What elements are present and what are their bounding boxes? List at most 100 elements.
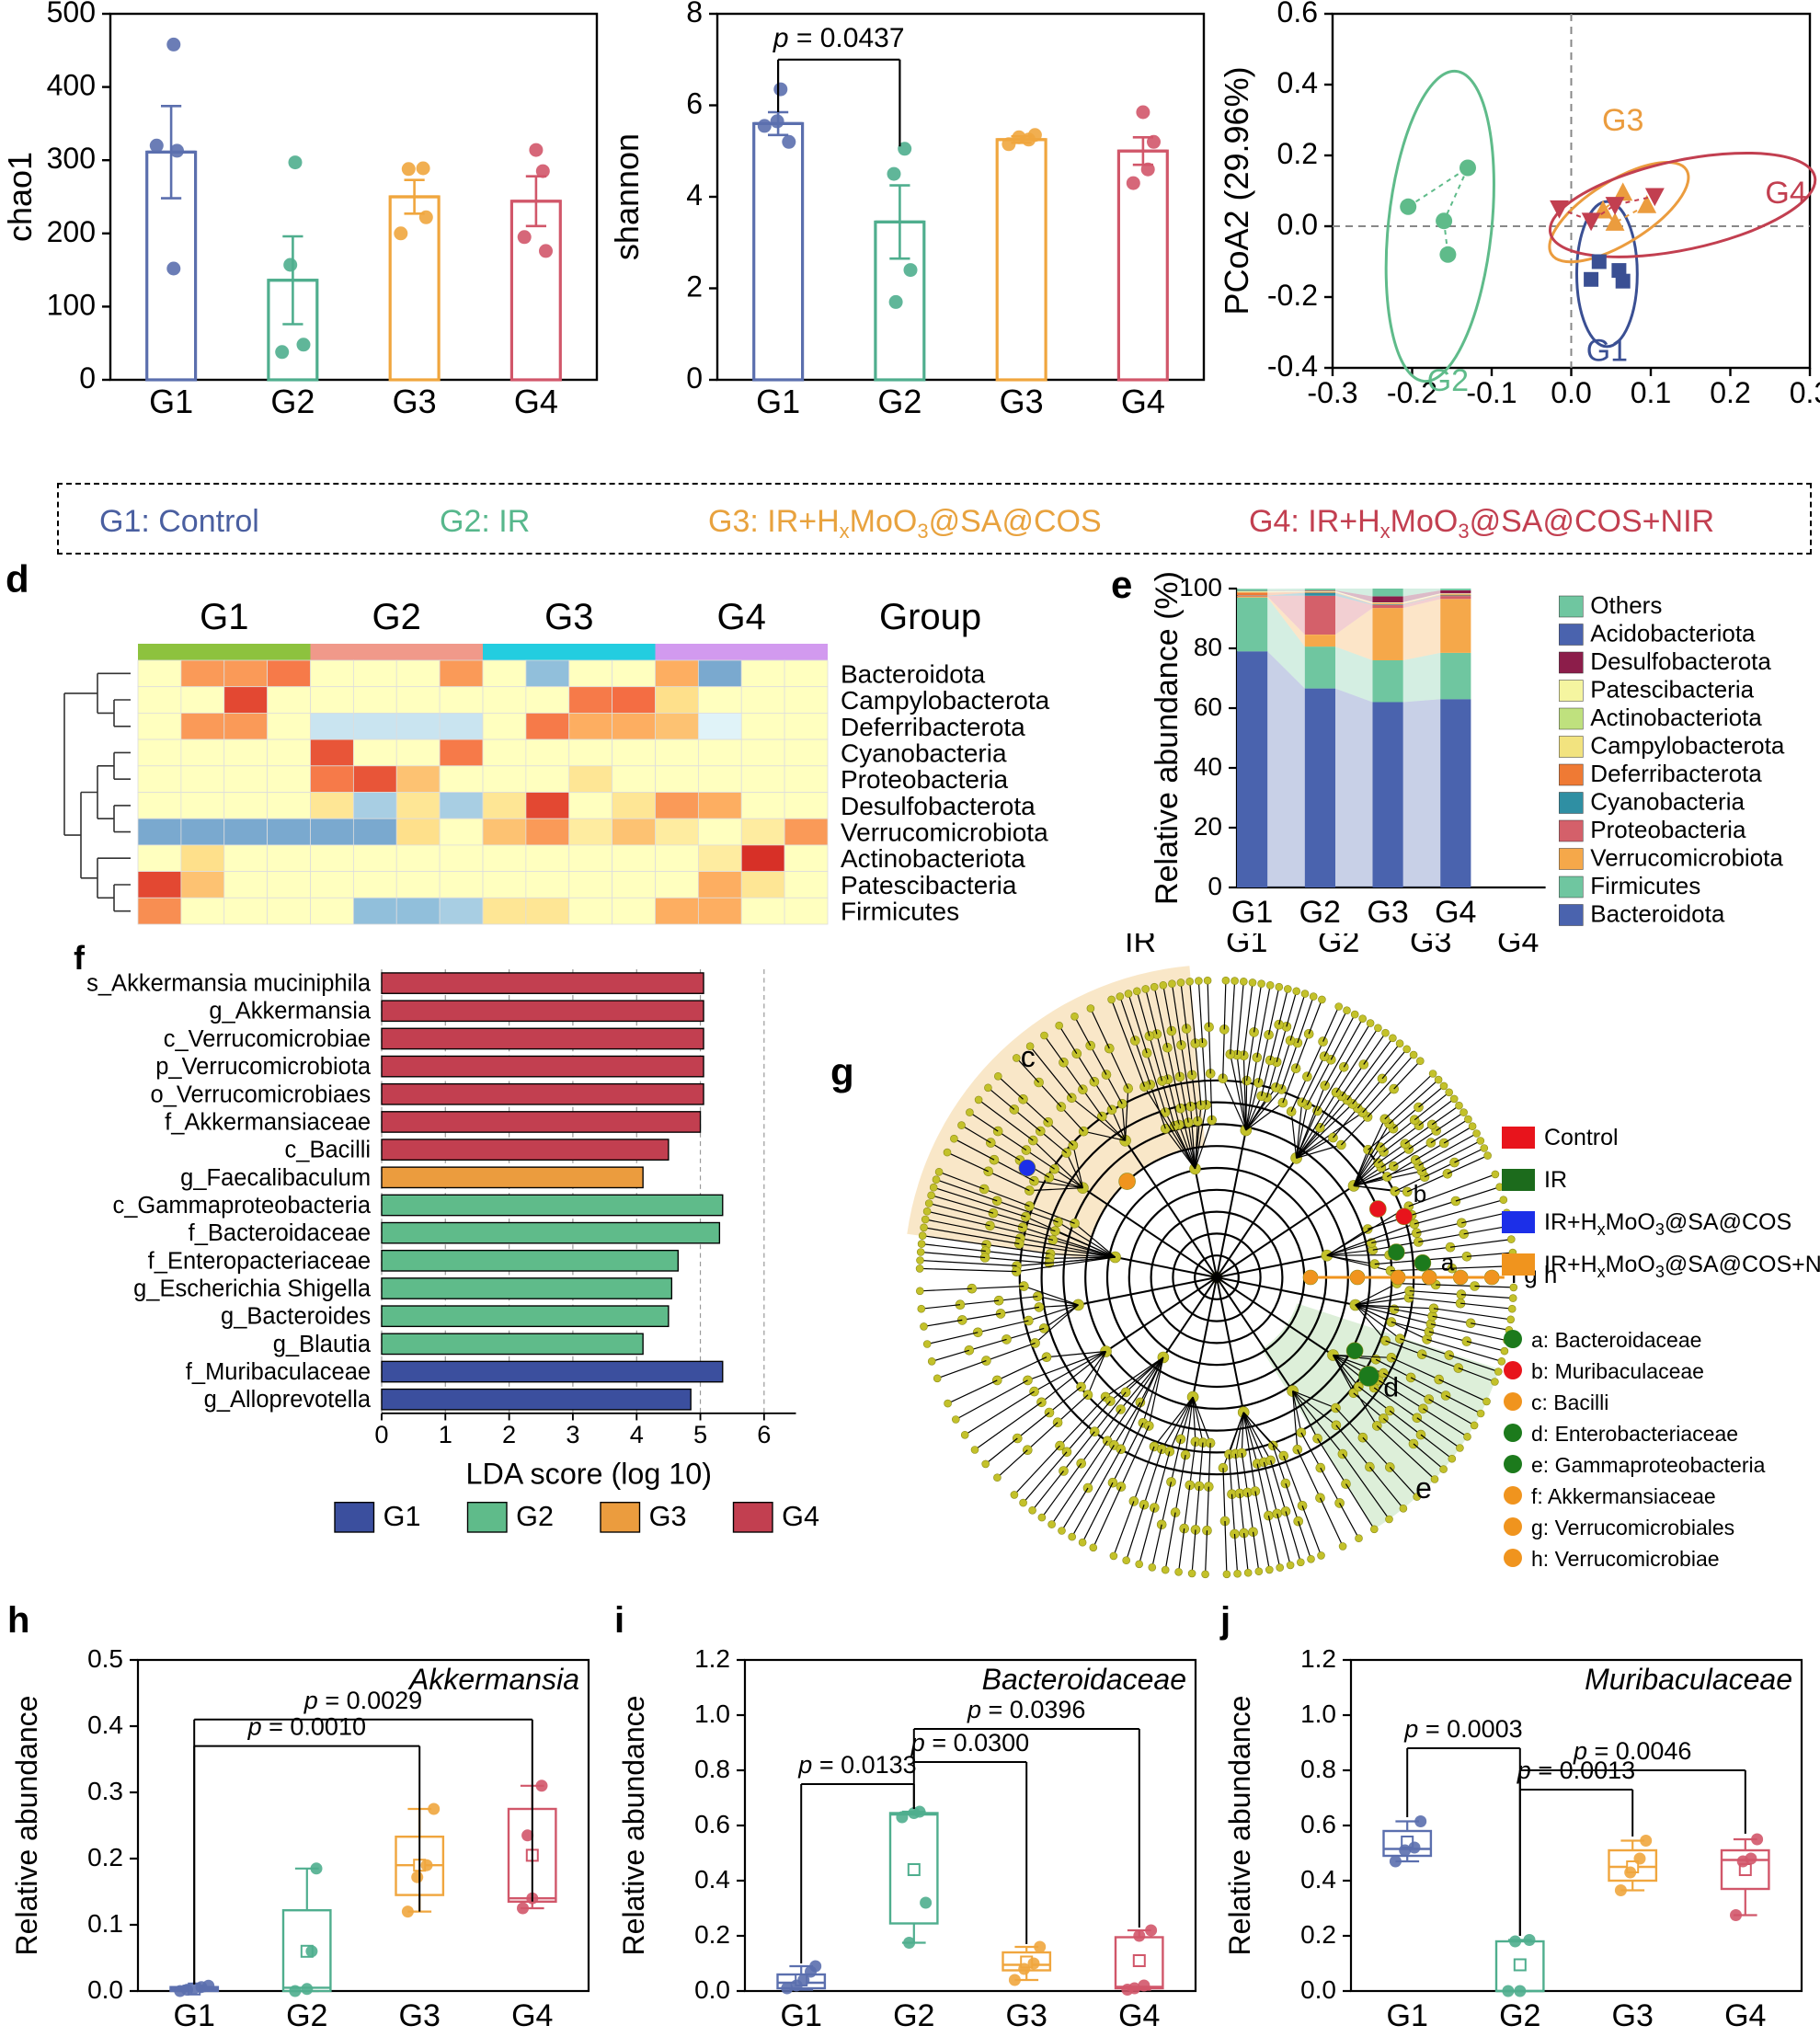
svg-text:0.0: 0.0	[87, 1975, 123, 2004]
svg-text:c_Gammaproteobacteria: c_Gammaproteobacteria	[112, 1193, 371, 1219]
svg-text:p = 0.0010: p = 0.0010	[247, 1713, 366, 1741]
svg-text:IR+HxMoO3@SA@COS: IR+HxMoO3@SA@COS	[1544, 1209, 1791, 1239]
svg-text:f_Akkermansiaceae: f_Akkermansiaceae	[165, 1109, 371, 1135]
svg-text:6: 6	[757, 1420, 771, 1448]
svg-text:c_Verrucomicrobiae: c_Verrucomicrobiae	[164, 1026, 371, 1052]
svg-text:d: Enterobacteriaceae: d: Enterobacteriaceae	[1531, 1422, 1738, 1446]
svg-text:G2: G2	[877, 383, 921, 414]
svg-text:Acidobacteriota: Acidobacteriota	[1590, 620, 1756, 647]
svg-text:c: Bacilli: c: Bacilli	[1531, 1390, 1608, 1414]
svg-text:a: a	[1441, 1248, 1455, 1276]
svg-text:p = 0.0437: p = 0.0437	[773, 23, 905, 53]
svg-text:Relative abundance: Relative abundance	[617, 1696, 650, 1956]
svg-text:IR: IR	[1544, 1167, 1567, 1193]
svg-text:G1: G1	[1226, 933, 1267, 959]
svg-text:0.4: 0.4	[1277, 66, 1318, 99]
svg-text:G1: G1	[756, 383, 800, 414]
svg-text:Verrucomicrobiota: Verrucomicrobiota	[1590, 844, 1783, 872]
svg-text:Cyanobacteria: Cyanobacteria	[1590, 788, 1745, 816]
svg-text:d: d	[1383, 1372, 1399, 1402]
svg-text:0.0: 0.0	[1300, 1975, 1336, 2004]
svg-text:0: 0	[79, 361, 96, 395]
svg-text:c_Bacilli: c_Bacilli	[285, 1138, 372, 1163]
svg-text:0: 0	[374, 1420, 388, 1448]
svg-text:g: Verrucomicrobiales: g: Verrucomicrobiales	[1531, 1516, 1734, 1539]
svg-text:G4: G4	[1497, 933, 1539, 959]
svg-text:G4: G4	[514, 383, 558, 414]
svg-text:p = 0.0003: p = 0.0003	[1403, 1715, 1522, 1743]
svg-text:p = 0.0300: p = 0.0300	[910, 1729, 1029, 1757]
svg-text:1: 1	[439, 1420, 452, 1448]
svg-text:Deferribacterota: Deferribacterota	[1590, 760, 1762, 787]
svg-text:0.8: 0.8	[694, 1755, 730, 1783]
svg-text:G3: G3	[399, 1998, 441, 2033]
svg-text:0.2: 0.2	[1277, 137, 1318, 170]
svg-text:G2: G2	[516, 1501, 554, 1532]
svg-text:400: 400	[47, 69, 96, 102]
svg-text:0.6: 0.6	[694, 1810, 730, 1838]
svg-text:IR+HxMoO3@SA@COS+NIR: IR+HxMoO3@SA@COS+NIR	[1544, 1252, 1820, 1281]
svg-text:p = 0.0029: p = 0.0029	[303, 1687, 422, 1714]
svg-text:-0.2: -0.2	[1267, 279, 1318, 312]
svg-text:p = 0.0396: p = 0.0396	[967, 1696, 1085, 1723]
svg-text:p = 0.0133: p = 0.0133	[797, 1751, 916, 1779]
svg-text:G2: G2	[372, 597, 421, 637]
svg-text:5: 5	[693, 1420, 707, 1448]
svg-text:0.2: 0.2	[1300, 1920, 1336, 1949]
svg-text:e: Gammaproteobacteria: e: Gammaproteobacteria	[1531, 1453, 1766, 1477]
svg-text:chao1: chao1	[1, 152, 39, 242]
svg-text:G1: G1	[1231, 895, 1273, 929]
svg-text:1.0: 1.0	[1300, 1699, 1336, 1728]
svg-text:G3: G3	[1410, 933, 1451, 959]
svg-text:Actinobacteriota: Actinobacteriota	[841, 844, 1025, 873]
svg-text:Group: Group	[879, 597, 981, 637]
svg-text:100: 100	[47, 288, 96, 321]
svg-text:Bacteroidaceae: Bacteroidaceae	[982, 1663, 1186, 1696]
svg-text:-0.4: -0.4	[1267, 349, 1318, 383]
svg-text:0.6: 0.6	[1277, 0, 1318, 29]
svg-text:100: 100	[1179, 573, 1222, 601]
svg-text:G3: G3	[393, 383, 437, 414]
svg-text:2: 2	[686, 270, 703, 303]
svg-text:1.0: 1.0	[694, 1699, 730, 1728]
svg-text:i: i	[614, 1600, 624, 1641]
svg-text:0: 0	[1208, 872, 1222, 900]
svg-text:c: c	[1021, 1040, 1036, 1073]
svg-text:0.4: 0.4	[1300, 1865, 1336, 1894]
svg-text:Patescibacteria: Patescibacteria	[1590, 676, 1754, 704]
svg-text:200: 200	[47, 215, 96, 248]
svg-text:G4: G4	[1118, 1998, 1160, 2033]
svg-text:0.1: 0.1	[1631, 376, 1671, 409]
svg-text:Muribaculaceae: Muribaculaceae	[1585, 1663, 1792, 1696]
svg-text:G2: G2	[286, 1998, 327, 2033]
svg-text:f: Akkermansiaceae: f: Akkermansiaceae	[1531, 1484, 1716, 1508]
svg-text:g_Escherichia Shigella: g_Escherichia Shigella	[133, 1276, 372, 1301]
svg-text:-0.1: -0.1	[1466, 376, 1517, 409]
svg-text:1.2: 1.2	[694, 1644, 730, 1673]
svg-text:4: 4	[686, 178, 703, 212]
svg-text:Deferribacterota: Deferribacterota	[841, 713, 1025, 741]
svg-text:2: 2	[502, 1420, 516, 1448]
svg-text:0.4: 0.4	[694, 1865, 730, 1894]
svg-text:G2: G2	[893, 1998, 934, 2033]
svg-text:500: 500	[47, 0, 96, 29]
svg-text:g_Faecalibaculum: g_Faecalibaculum	[180, 1165, 371, 1191]
svg-text:G1: G1	[149, 383, 193, 414]
svg-text:G3: G3	[649, 1501, 687, 1532]
svg-text:a: Bacteroidaceae: a: Bacteroidaceae	[1531, 1328, 1701, 1352]
svg-text:h: Verrucomicrobiae: h: Verrucomicrobiae	[1531, 1547, 1720, 1571]
svg-text:g_Blautia: g_Blautia	[273, 1332, 372, 1357]
svg-text:0.3: 0.3	[87, 1777, 123, 1805]
svg-text:p = 0.0046: p = 0.0046	[1573, 1737, 1691, 1765]
svg-text:0.3: 0.3	[1790, 376, 1820, 409]
svg-text:b: Muribaculaceae: b: Muribaculaceae	[1531, 1359, 1704, 1383]
svg-text:Proteobacteria: Proteobacteria	[1590, 816, 1746, 843]
svg-text:Akkermansia: Akkermansia	[407, 1663, 579, 1696]
svg-text:Cyanobacteria: Cyanobacteria	[841, 738, 1007, 767]
svg-text:f_Bacteroidaceae: f_Bacteroidaceae	[189, 1220, 371, 1246]
svg-text:h: h	[7, 1600, 29, 1641]
svg-text:f_Muribaculaceae: f_Muribaculaceae	[186, 1359, 371, 1385]
svg-text:Campylobacterota: Campylobacterota	[841, 686, 1050, 715]
svg-text:Firmicutes: Firmicutes	[841, 898, 959, 926]
svg-text:0.1: 0.1	[87, 1909, 123, 1938]
